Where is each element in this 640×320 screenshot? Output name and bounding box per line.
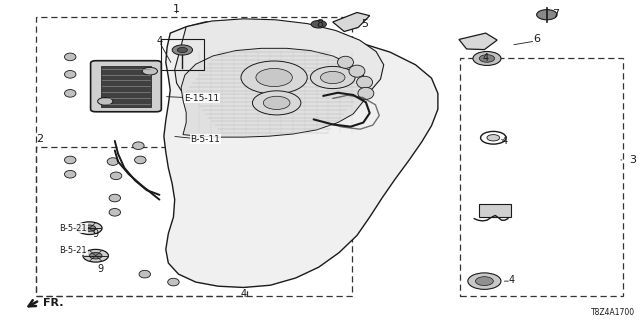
Text: 4: 4 — [483, 53, 489, 63]
Circle shape — [90, 252, 102, 259]
Ellipse shape — [109, 194, 120, 202]
Polygon shape — [164, 20, 438, 287]
Text: B-5-21: B-5-21 — [60, 224, 87, 233]
Circle shape — [487, 135, 500, 141]
Text: 4: 4 — [156, 36, 163, 46]
Ellipse shape — [139, 270, 150, 278]
Polygon shape — [333, 12, 370, 31]
Polygon shape — [175, 19, 384, 119]
Ellipse shape — [65, 53, 76, 61]
Text: 4: 4 — [502, 136, 508, 146]
Text: 8: 8 — [316, 19, 324, 28]
Circle shape — [468, 273, 501, 289]
Bar — [36, 147, 246, 296]
Ellipse shape — [349, 65, 365, 77]
Ellipse shape — [132, 142, 144, 149]
Ellipse shape — [337, 56, 353, 68]
Circle shape — [177, 47, 188, 52]
Circle shape — [479, 55, 495, 62]
Text: 5: 5 — [361, 19, 368, 28]
Ellipse shape — [168, 278, 179, 286]
Circle shape — [172, 45, 193, 55]
Ellipse shape — [65, 90, 76, 97]
Circle shape — [473, 52, 501, 66]
Circle shape — [83, 225, 96, 231]
Polygon shape — [181, 48, 366, 137]
FancyBboxPatch shape — [91, 61, 161, 112]
Text: 9: 9 — [98, 264, 104, 274]
Text: B-5-21: B-5-21 — [60, 246, 87, 255]
Text: 9: 9 — [93, 228, 99, 238]
Circle shape — [241, 61, 307, 94]
Text: 7: 7 — [552, 9, 559, 19]
Circle shape — [311, 20, 326, 28]
Ellipse shape — [109, 209, 120, 216]
Bar — [161, 39, 204, 69]
Circle shape — [263, 96, 290, 109]
Bar — [460, 59, 623, 296]
Ellipse shape — [134, 156, 146, 164]
Text: B-5-11: B-5-11 — [190, 135, 220, 144]
Ellipse shape — [358, 87, 374, 100]
Bar — [479, 204, 511, 217]
Text: 6: 6 — [533, 35, 540, 44]
Circle shape — [142, 67, 157, 75]
Ellipse shape — [65, 171, 76, 178]
Circle shape — [98, 98, 113, 105]
Circle shape — [537, 10, 557, 20]
Text: FR.: FR. — [43, 298, 63, 308]
Circle shape — [252, 91, 301, 115]
Text: 3: 3 — [629, 155, 636, 165]
Bar — [100, 66, 151, 107]
Bar — [36, 17, 352, 296]
Ellipse shape — [107, 158, 118, 165]
Circle shape — [256, 68, 292, 87]
Ellipse shape — [65, 156, 76, 164]
Circle shape — [310, 67, 355, 89]
Text: 4: 4 — [241, 289, 246, 299]
Text: T8Z4A1700: T8Z4A1700 — [591, 308, 636, 317]
Ellipse shape — [356, 76, 372, 88]
Polygon shape — [459, 33, 497, 50]
Text: E-15-11: E-15-11 — [184, 94, 220, 103]
Text: 1: 1 — [173, 4, 180, 14]
Ellipse shape — [110, 172, 122, 180]
Circle shape — [83, 249, 108, 262]
Text: 2: 2 — [36, 134, 43, 144]
Ellipse shape — [65, 70, 76, 78]
Circle shape — [321, 71, 345, 84]
Circle shape — [77, 222, 102, 235]
Circle shape — [476, 277, 493, 285]
Text: 4: 4 — [508, 276, 514, 285]
